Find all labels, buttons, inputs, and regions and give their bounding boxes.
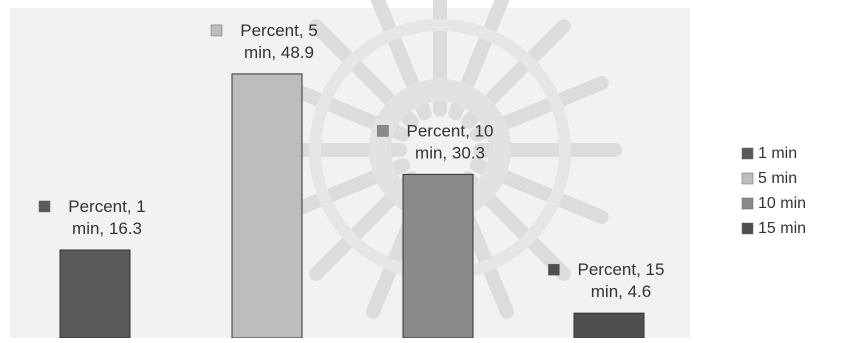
- legend-label: 10 min: [758, 195, 806, 212]
- legend-label: 5 min: [758, 170, 797, 187]
- data-label-line2: min, 48.9: [244, 43, 314, 62]
- bar-1-min: [59, 249, 131, 339]
- legend-label: 1 min: [758, 145, 797, 162]
- bars-group: [59, 73, 645, 339]
- data-label-line1: Percent, 15: [578, 260, 665, 279]
- legend: 1 min 5 min 10 min 15 min: [741, 145, 806, 237]
- data-label-marker: [38, 200, 51, 213]
- data-label-line2: min, 16.3: [72, 219, 142, 238]
- data-label-line2: min, 4.6: [591, 282, 651, 301]
- legend-swatch: [741, 147, 754, 160]
- data-label-line1: Percent, 10: [407, 121, 494, 140]
- data-label-marker: [377, 125, 389, 137]
- data-label-line1: Percent, 5: [240, 21, 318, 40]
- data-label-marker: [210, 24, 223, 37]
- data-label-line2: min, 30.3: [415, 143, 485, 162]
- bar-5-min: [231, 73, 303, 339]
- legend-swatch: [741, 197, 754, 210]
- legend-swatch: [741, 222, 754, 235]
- bar-15-min: [573, 312, 645, 339]
- data-labels-group: Percent, 1 min, 16.3 Percent, 5 min, 48.9 Pe…: [38, 21, 665, 301]
- legend-label: 15 min: [758, 220, 806, 237]
- legend-swatch: [741, 172, 754, 185]
- bar-10-min: [402, 173, 474, 339]
- data-label-line1: Percent, 1: [68, 197, 146, 216]
- data-label-marker: [548, 263, 560, 276]
